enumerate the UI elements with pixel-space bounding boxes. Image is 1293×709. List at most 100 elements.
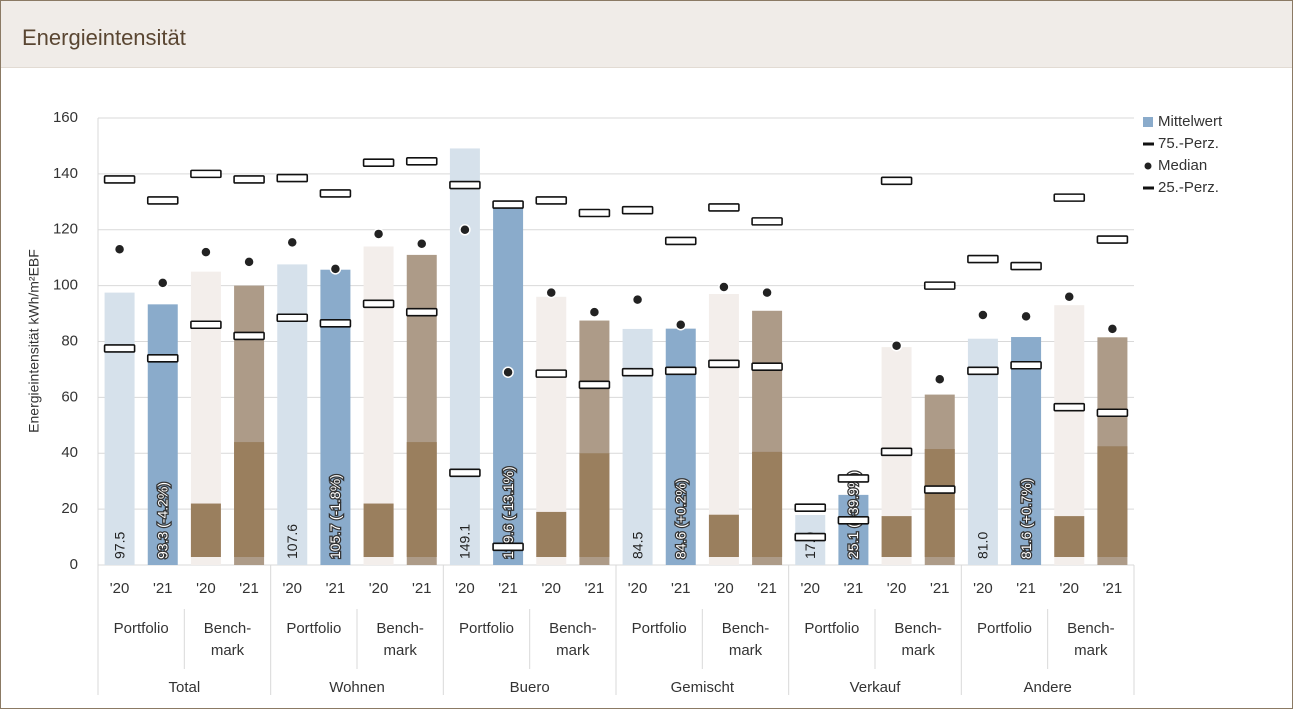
percentile-marker: [319, 189, 352, 198]
percentile-marker: [751, 362, 783, 371]
percentile-marker: [1010, 360, 1042, 370]
percentile-marker: [233, 175, 265, 184]
x-tick-label: '21: [585, 580, 605, 597]
median-dot: [502, 366, 514, 378]
group-label: Total: [168, 679, 200, 696]
subgroup-label: Portfolio: [977, 620, 1032, 637]
bar-inner: [234, 442, 265, 557]
percentile-marker: [146, 196, 179, 205]
x-tick-label: '20: [455, 580, 475, 597]
x-tick-label: '21: [930, 580, 950, 597]
percentile-marker: [621, 367, 654, 377]
x-tick-label: '21: [153, 580, 173, 597]
percentile-marker: [923, 485, 956, 494]
percentile-marker: [967, 254, 999, 264]
percentile-marker: [967, 366, 999, 376]
legend-label: Median: [1158, 157, 1207, 174]
value-label: 25.1 (+39.9%): [845, 471, 861, 559]
bar: [277, 264, 308, 565]
median-dot: [675, 318, 687, 331]
value-label: 84.5: [629, 532, 645, 559]
percentile-marker: [708, 203, 740, 212]
median-dot: [890, 339, 903, 352]
bar: [967, 338, 998, 565]
bar: [838, 494, 869, 565]
value-label: 129.6 (-13.1%): [500, 466, 516, 559]
percentile-marker: [837, 515, 870, 525]
median-dot: [545, 286, 557, 299]
percentile-marker: [103, 175, 136, 184]
median-dot: [1020, 310, 1032, 323]
y-tick-label: 80: [61, 332, 78, 349]
legend-swatch: [1143, 117, 1153, 127]
percentile-marker: [708, 359, 740, 369]
bar: [104, 292, 135, 565]
y-tick-label: 60: [61, 388, 78, 405]
value-label: 81.6 (+0.7%): [1018, 478, 1034, 559]
median-dot: [1106, 323, 1119, 335]
value-label: 149.1: [457, 524, 473, 559]
percentile-marker: [319, 319, 352, 328]
percentile-marker: [578, 380, 611, 390]
y-tick-label: 40: [61, 444, 78, 461]
legend-label: 75.-Perz.: [1158, 135, 1219, 152]
y-tick-label: 160: [53, 109, 78, 126]
value-label: 93.3 (-4.2%): [154, 482, 170, 559]
bar-inner: [1097, 446, 1128, 557]
percentile-marker: [276, 173, 309, 183]
legend-label: Mittelwert: [1158, 113, 1223, 130]
subgroup-label: Bench-mark: [549, 620, 597, 659]
group-label: Wohnen: [329, 679, 385, 696]
bar-inner: [363, 503, 394, 557]
subgroup-label: Bench-mark: [722, 620, 770, 659]
subgroup-label: Bench-mark: [204, 620, 252, 659]
median-dot: [200, 246, 212, 258]
y-tick-label: 140: [53, 165, 78, 182]
percentile-marker: [405, 157, 438, 166]
bar-inner: [708, 514, 739, 557]
bar-inner: [881, 516, 912, 557]
subgroup-label: Portfolio: [459, 620, 514, 637]
percentile-marker: [492, 542, 524, 552]
x-tick-label: '20: [196, 580, 216, 597]
x-tick-label: '20: [1059, 580, 1079, 597]
median-dot: [631, 293, 644, 306]
x-tick-label: '21: [239, 580, 259, 597]
percentile-marker: [276, 313, 309, 323]
panel-title: Energieintensität: [22, 25, 186, 50]
x-tick-label: '20: [714, 580, 734, 597]
group-label: Verkauf: [850, 679, 902, 696]
value-label: 107.6: [284, 524, 300, 559]
percentile-marker: [190, 320, 222, 330]
percentile-marker: [794, 532, 827, 542]
percentile-marker: [794, 503, 827, 513]
percentile-marker: [1053, 193, 1086, 202]
median-dot: [243, 256, 255, 268]
bar-inner: [1054, 516, 1085, 557]
x-tick-label: '21: [1103, 580, 1123, 597]
percentile-marker: [880, 447, 913, 457]
bar: [493, 202, 524, 565]
percentile-marker: [1096, 235, 1129, 244]
x-tick-label: '21: [498, 580, 518, 597]
bar: [449, 148, 480, 565]
median-dot: [1063, 291, 1075, 303]
median-dot: [157, 277, 169, 289]
y-axis-label: Energieintensität kWh/m²EBF: [26, 249, 42, 433]
percentile-marker: [362, 158, 395, 167]
percentile-marker: [1010, 261, 1042, 271]
value-label: 81.0: [975, 532, 991, 559]
percentile-marker: [233, 331, 265, 341]
x-tick-label: '21: [412, 580, 432, 597]
subgroup-label: Portfolio: [632, 620, 687, 637]
legend-label: 25.-Perz.: [1158, 179, 1219, 196]
median-dot: [761, 286, 773, 299]
percentile-marker: [1053, 402, 1086, 412]
percentile-marker: [405, 307, 438, 317]
x-tick-label: '20: [369, 580, 389, 597]
percentile-marker: [664, 366, 697, 376]
median-dot: [977, 309, 989, 321]
bar: [1011, 337, 1042, 565]
